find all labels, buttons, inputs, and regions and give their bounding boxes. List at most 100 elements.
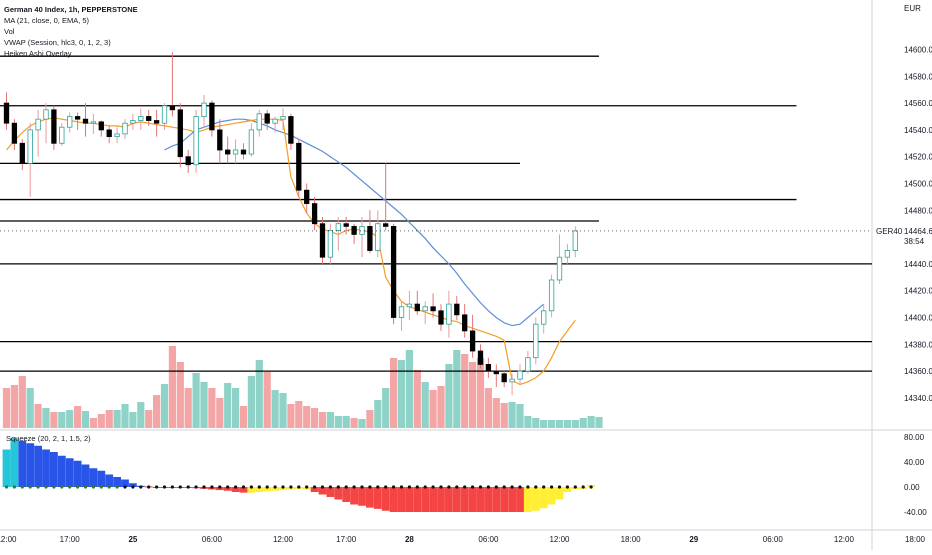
squeeze-dot <box>281 485 285 489</box>
squeeze-dot <box>218 485 222 489</box>
squeeze-dot <box>573 485 577 489</box>
oscillator-bar <box>358 487 366 506</box>
ema-line <box>164 118 545 327</box>
volume-bar <box>58 412 66 428</box>
volume-bar <box>548 420 556 428</box>
squeeze-dot <box>139 485 143 489</box>
oscillator-bar <box>18 440 27 487</box>
volume-bar <box>366 410 374 428</box>
volume-bar <box>168 346 176 428</box>
squeeze-dot <box>20 485 24 489</box>
oscillator-bar <box>547 487 556 505</box>
volume-bar <box>271 390 279 428</box>
squeeze-dot <box>471 485 475 489</box>
indicator-vwap-label[interactable]: VWAP (Session, hlc3, 0, 1, 2, 3) <box>4 38 111 47</box>
volume-bar <box>429 390 437 428</box>
squeeze-dot <box>557 485 562 489</box>
time-tick-label: 06:00 <box>763 535 784 544</box>
countdown-label: 38:54 <box>904 237 925 246</box>
volume-bar <box>342 416 350 428</box>
squeeze-dot <box>526 485 530 489</box>
oscillator-bar <box>531 487 540 511</box>
time-tick-label: 06:00 <box>202 535 223 544</box>
squeeze-dot <box>328 485 332 489</box>
oscillator-bar <box>65 458 74 487</box>
squeeze-dot <box>91 485 95 489</box>
oscillator-bar <box>81 464 90 487</box>
candle-body <box>74 116 81 120</box>
volume-bar <box>563 420 571 428</box>
candle-body <box>311 203 318 225</box>
candle-body <box>525 357 531 372</box>
indicator-volume-label[interactable]: Vol <box>4 27 15 36</box>
last-price-value: 14464.6 <box>904 227 932 236</box>
oscillator-label: Squeeze (20, 2, 1, 1.5, 2) <box>6 434 91 443</box>
symbol-title[interactable]: German 40 Index, 1h, PEPPERSTONE <box>4 5 138 14</box>
volume-bar <box>405 350 413 428</box>
squeeze-dot <box>313 485 317 489</box>
candle-body <box>517 370 523 380</box>
squeeze-dot <box>518 485 522 489</box>
oscillator-bar <box>26 443 35 487</box>
price-tick-label: 14480.0 <box>904 206 932 215</box>
volume-bar <box>469 362 477 428</box>
candle-body <box>67 116 73 128</box>
candle-body <box>288 116 294 144</box>
candle-body <box>264 113 270 124</box>
squeeze-dot <box>12 485 16 489</box>
time-tick-label: 29 <box>689 535 698 544</box>
oscillator-bar <box>89 468 98 487</box>
candle-body <box>572 230 578 251</box>
volume-bar <box>50 412 58 428</box>
oscillator-bar <box>255 487 264 492</box>
candle-body <box>169 105 176 111</box>
price-tick-label: 14540.0 <box>904 126 932 135</box>
oscillator-bar <box>452 487 461 512</box>
volume-bar <box>311 408 319 428</box>
volume-bar <box>358 419 366 428</box>
candle-body <box>296 142 302 191</box>
volume-bar <box>113 410 121 428</box>
price-tick-label: 14560.0 <box>904 99 932 108</box>
candle-body <box>98 121 104 131</box>
volume-bar <box>334 416 342 428</box>
volume-bar <box>374 400 382 428</box>
candle-body <box>359 225 365 235</box>
squeeze-dot <box>534 485 538 489</box>
squeeze-dot <box>447 485 451 489</box>
volume-bar <box>453 350 461 428</box>
candle-body <box>114 133 120 137</box>
oscillator-bar <box>563 487 572 492</box>
oscillator-bar <box>10 438 19 487</box>
volume-bar <box>382 388 390 428</box>
squeeze-dot <box>241 485 246 489</box>
squeeze-dot <box>415 485 419 489</box>
volume-bar <box>397 360 406 428</box>
candle-body <box>446 303 452 325</box>
squeeze-dot <box>478 485 483 489</box>
candle-body <box>161 105 168 124</box>
indicator-heikin-ashi-label[interactable]: Heiken Ashi Overlay <box>4 49 72 58</box>
squeeze-dot <box>565 485 570 489</box>
oscillator-tick-label: 40.00 <box>904 458 925 467</box>
oscillator-bar <box>318 487 327 495</box>
indicator-ema-label[interactable]: MA (21, close, 0, EMA, 5) <box>4 16 90 25</box>
volume-bar <box>461 354 469 428</box>
squeeze-dot <box>155 485 159 489</box>
volume-bar <box>89 418 97 428</box>
volume-bar <box>595 417 603 428</box>
candle-body <box>414 303 420 312</box>
squeeze-dot <box>107 485 111 489</box>
candle-body <box>564 250 571 258</box>
squeeze-dot <box>194 485 198 489</box>
oscillator-bar <box>2 449 11 487</box>
volume-bar <box>208 388 216 428</box>
volume-bar <box>476 358 485 428</box>
candle-body <box>438 310 444 325</box>
candle-body <box>422 306 428 312</box>
candle-body <box>217 129 223 151</box>
volume-bar <box>145 410 153 428</box>
volume-bar <box>184 388 192 428</box>
